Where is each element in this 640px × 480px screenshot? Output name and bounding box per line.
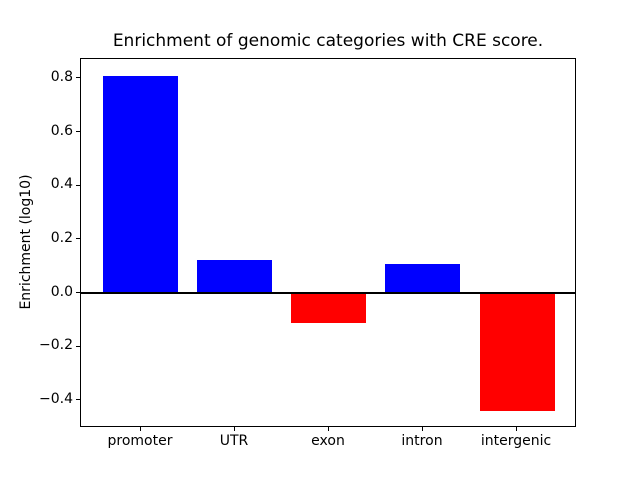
y-tick-label: 0.6 [50, 123, 73, 139]
y-tick-label: 0.2 [50, 230, 73, 246]
y-tick-mark [76, 131, 80, 132]
bar-promoter [103, 76, 178, 293]
bar-exon [291, 293, 366, 323]
zero-baseline [81, 292, 575, 294]
x-tick-mark [234, 427, 235, 431]
bar-intergenic [480, 293, 555, 411]
y-tick-label: −0.2 [39, 337, 73, 353]
y-tick-mark [76, 292, 80, 293]
bar-intron [385, 264, 460, 294]
x-tick-label-exon: exon [311, 433, 345, 449]
y-tick-label: 0.4 [50, 176, 73, 192]
y-tick-label: −0.4 [39, 391, 73, 407]
x-tick-mark [422, 427, 423, 431]
y-tick-mark [76, 238, 80, 239]
x-tick-label-UTR: UTR [219, 433, 249, 449]
chart-title: Enrichment of genomic categories with CR… [112, 31, 544, 51]
x-tick-label-intron: intron [401, 433, 443, 449]
y-tick-mark [76, 185, 80, 186]
x-tick-mark [516, 427, 517, 431]
y-tick-mark [76, 346, 80, 347]
bar-UTR [197, 260, 272, 294]
y-tick-mark [76, 77, 80, 78]
x-tick-label-promoter: promoter [107, 433, 173, 449]
x-tick-mark [140, 427, 141, 431]
plot-area [80, 58, 576, 427]
y-tick-mark [76, 399, 80, 400]
y-tick-label: 0.0 [50, 284, 73, 300]
x-tick-mark [328, 427, 329, 431]
y-tick-label: 0.8 [50, 69, 73, 85]
x-tick-label-intergenic: intergenic [480, 433, 552, 449]
